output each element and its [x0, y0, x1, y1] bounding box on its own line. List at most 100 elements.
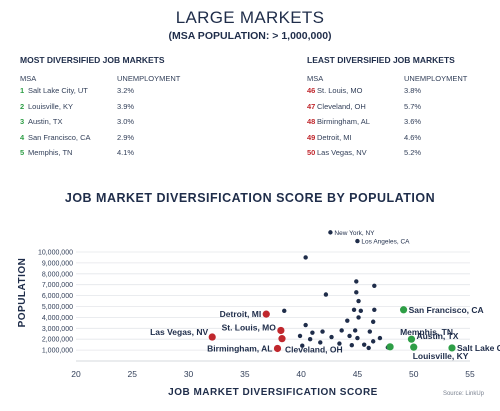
table-row: 5 Memphis, TN 4.1% — [20, 148, 220, 164]
col-msa-header: MSA — [20, 74, 37, 83]
data-point — [345, 318, 350, 323]
data-point — [372, 283, 377, 288]
data-point — [377, 335, 383, 341]
rank-number: 2 — [20, 101, 25, 111]
data-point — [370, 339, 376, 344]
y-tick-label: 2,000,000 — [42, 337, 73, 344]
data-point — [367, 329, 373, 334]
unemployment-value: 3.6% — [404, 117, 422, 126]
data-point — [385, 345, 391, 350]
x-tick-label: 50 — [409, 369, 419, 379]
y-tick-label: 7,000,000 — [42, 282, 73, 289]
data-point — [328, 230, 333, 235]
y-axis-title: POPULATION — [17, 258, 28, 328]
y-tick-label: 6,000,000 — [42, 293, 73, 300]
data-point — [318, 340, 323, 345]
msa-name: Las Vegas, NV — [317, 148, 367, 157]
point-label: Austin, TX — [416, 331, 458, 341]
table-row: 49 Detroit, MI 4.6% — [307, 133, 500, 149]
unemployment-value: 2.9% — [117, 132, 135, 142]
data-point — [356, 298, 361, 304]
point-label: Cleveland, OH — [285, 345, 343, 355]
y-tick-label: 3,000,000 — [42, 326, 73, 333]
data-point — [370, 319, 376, 324]
data-point — [347, 333, 352, 339]
unemployment-value: 3.9% — [117, 101, 135, 111]
data-point — [277, 326, 285, 335]
unemployment-value: 4.1% — [117, 148, 135, 157]
x-tick-label: 35 — [240, 369, 250, 379]
x-tick-label: 25 — [128, 369, 138, 379]
data-point — [262, 310, 270, 318]
col-unemployment-header: UNEMPLOYMENT — [117, 74, 181, 83]
data-point — [273, 344, 282, 353]
y-tick-label: 5,000,000 — [42, 304, 73, 311]
msa-name: St. Louis, MO — [317, 86, 363, 95]
table-row: 4 San Francisco, CA 2.9% — [20, 133, 220, 149]
data-point — [355, 238, 360, 244]
msa-name: San Francisco, CA — [28, 132, 91, 142]
y-tick-label: 8,000,000 — [42, 271, 73, 278]
point-label: Memphis, TN — [400, 327, 453, 337]
point-label: New York, NY — [334, 230, 375, 237]
rank-number: 4 — [20, 132, 25, 142]
table-row: 47 Cleveland, OH 5.7% — [307, 102, 500, 118]
rank-number: 50 — [307, 148, 316, 157]
most-diversified-heading: MOST DIVERSIFIED JOB MARKETS — [20, 55, 165, 65]
x-tick-label: 55 — [465, 369, 475, 379]
data-point — [358, 308, 364, 314]
col-msa-header: MSA — [307, 74, 324, 83]
rank-number: 47 — [307, 101, 316, 111]
point-label: Las Vegas, NV — [150, 327, 208, 337]
msa-name: Memphis, TN — [28, 148, 73, 157]
point-label: Louisville, KY — [413, 351, 469, 361]
least-diversified-table: LEAST DIVERSIFIED JOB MARKETS MSA UNEMPL… — [307, 55, 500, 164]
table-row: 1 Salt Lake City, UT 3.2% — [20, 86, 220, 102]
rank-number: 5 — [20, 148, 25, 157]
unemployment-value: 3.0% — [117, 117, 135, 126]
point-label: San Francisco, CA — [409, 305, 484, 315]
data-point — [354, 279, 359, 284]
y-tick-label: 10,000,000 — [38, 250, 73, 257]
unemployment-value: 5.7% — [404, 101, 422, 111]
y-tick-label: 9,000,000 — [42, 260, 73, 267]
data-point — [303, 322, 308, 328]
point-label: Birmingham, AL — [207, 343, 272, 353]
unemployment-value: 3.2% — [117, 86, 135, 95]
msa-name: Birmingham, AL — [317, 117, 370, 126]
data-point — [307, 337, 313, 342]
data-point — [282, 308, 287, 314]
source-note: Source: LinkUp — [442, 391, 484, 397]
data-point — [356, 315, 361, 320]
msa-name: Austin, TX — [28, 117, 63, 126]
data-point — [337, 341, 342, 346]
point-label: Salt Lake City, UT — [457, 343, 500, 353]
y-tick-label: 1,000,000 — [42, 348, 73, 355]
rank-number: 1 — [20, 86, 25, 95]
x-tick-label: 20 — [71, 369, 81, 379]
rank-number: 49 — [307, 132, 316, 142]
unemployment-value: 3.8% — [404, 86, 422, 95]
least-diversified-heading: LEAST DIVERSIFIED JOB MARKETS — [307, 55, 455, 65]
x-tick-label: 45 — [353, 369, 363, 379]
data-point — [354, 290, 359, 295]
table-row: 46 St. Louis, MO 3.8% — [307, 86, 500, 102]
data-point — [297, 333, 303, 339]
page-title: LARGE MARKETS — [175, 8, 325, 27]
data-point — [278, 335, 286, 343]
data-point — [349, 342, 354, 348]
rank-number: 46 — [307, 86, 316, 95]
data-point — [329, 334, 334, 340]
y-tick-label: 4,000,000 — [42, 315, 73, 322]
point-label: Los Angeles, CA — [361, 239, 410, 246]
data-point — [300, 343, 305, 348]
data-point — [448, 344, 456, 352]
data-point — [320, 329, 325, 334]
table-row: 2 Louisville, KY 3.9% — [20, 102, 220, 118]
point-label: St. Louis, MO — [222, 322, 277, 332]
data-point — [399, 306, 408, 314]
data-point — [366, 345, 371, 351]
rank-number: 3 — [20, 117, 25, 126]
most-diversified-table: MOST DIVERSIFIED JOB MARKETS MSA UNEMPLO… — [20, 55, 220, 164]
table-row: 48 Birmingham, AL 3.6% — [307, 117, 500, 133]
